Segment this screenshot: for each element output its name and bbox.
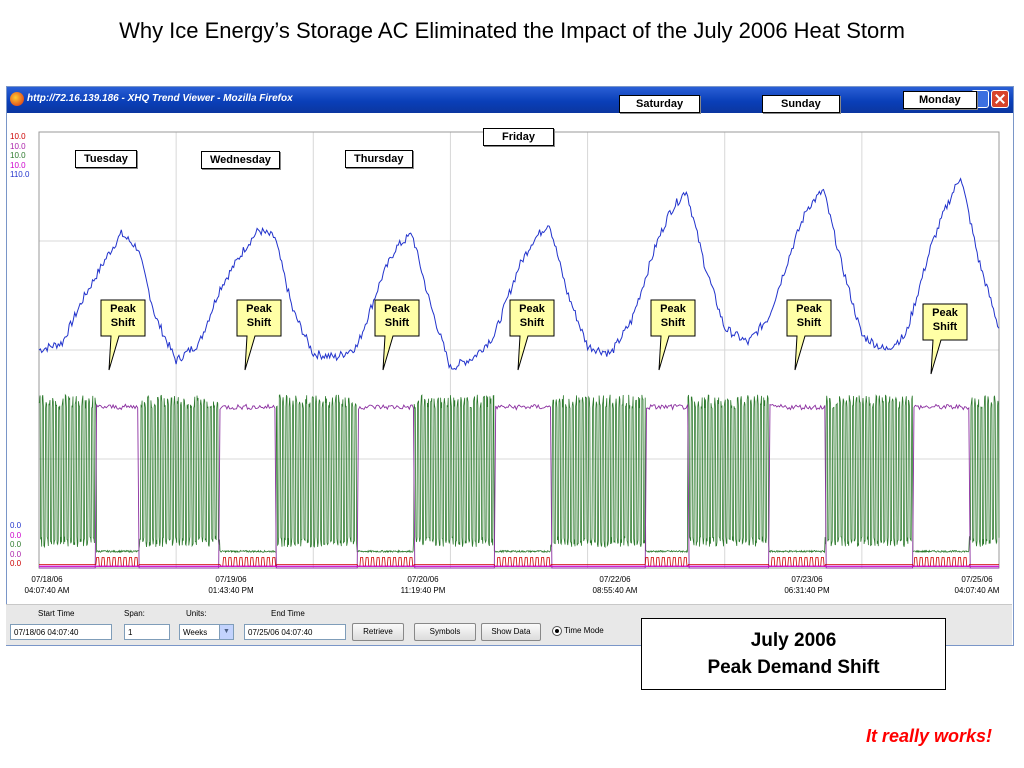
peak-shift-text: Peak Shift [110,303,136,329]
series-line-blue [38,177,1000,371]
slide-title: Why Ice Energy’s Storage AC Eliminated t… [119,18,905,43]
x-tick-label: 07/18/06 04:07:40 AM [24,575,70,595]
peak-shift-callout: Peak Shift [921,302,969,382]
retrieve-button[interactable]: Retrieve [352,623,404,641]
day-label-wednesday: Wednesday [201,151,280,169]
peak-shift-text: Peak Shift [660,303,686,329]
peak-shift-text: Peak Shift [932,307,958,333]
close-button[interactable] [991,90,1009,108]
show-data-button[interactable]: Show Data [481,623,541,641]
units-label: Units: [186,609,207,618]
window-title: http://72.16.139.186 - XHQ Trend Viewer … [27,93,293,104]
x-tick-label: 07/20/06 11:19:40 PM [400,575,446,595]
day-label-monday: Monday [903,91,977,109]
series-line-purple [39,403,999,569]
start-time-input[interactable]: 07/18/06 04:07:40 [10,624,112,640]
scale-label: 10.0 [10,141,26,151]
chart-grid [38,131,1000,569]
peak-shift-callout: Peak Shift [373,298,421,378]
units-value: Weeks [183,628,208,637]
scale-label: 0.0 [10,530,22,540]
scale-label: 110.0 [10,170,30,179]
trend-chart [38,131,1000,569]
chart-series [38,177,1000,569]
scale-label: 10.0 [10,160,26,170]
day-label-thursday: Thursday [345,150,413,168]
span-input[interactable]: 1 [124,624,170,640]
end-time-label: End Time [271,609,305,618]
units-select[interactable]: Weeks ▼ [179,624,234,640]
chevron-down-icon[interactable]: ▼ [219,625,233,639]
peak-shift-callout: Peak Shift [99,298,147,378]
peak-shift-text: Peak Shift [519,303,545,329]
peak-shift-callout: Peak Shift [649,298,697,378]
day-label-friday: Friday [483,128,555,146]
end-time-input[interactable]: 07/25/06 04:07:40 [244,624,346,640]
scale-label: 10.0 [10,132,26,141]
x-tick-label: 07/25/06 04:07:40 AM [954,575,1000,595]
summary-box: July 2006 Peak Demand Shift [641,618,946,690]
series-line-green [38,393,1000,554]
peak-shift-callout: Peak Shift [235,298,283,378]
start-time-label: Start Time [38,609,75,618]
scale-label: 0.0 [10,540,22,549]
x-tick-label: 07/23/06 06:31:40 PM [784,575,830,595]
scale-label: 10.0 [10,151,26,160]
peak-shift-callout: Peak Shift [785,298,833,378]
peak-shift-text: Peak Shift [246,303,272,329]
day-label-tuesday: Tuesday [75,150,137,168]
peak-shift-text: Peak Shift [796,303,822,329]
browser-window: http://72.16.139.186 - XHQ Trend Viewer … [6,86,1014,646]
scale-label: 0.0 [10,549,22,559]
day-label-saturday: Saturday [619,95,701,113]
day-label-sunday: Sunday [762,95,840,113]
window-titlebar: http://72.16.139.186 - XHQ Trend Viewer … [7,87,1013,113]
scale-label: 0.0 [10,521,22,530]
peak-shift-callout: Peak Shift [508,298,556,378]
series-line-red [39,557,999,567]
firefox-icon [10,92,24,106]
span-label: Span: [124,609,145,618]
summary-line-1: July 2006 [750,630,837,651]
x-tick-label: 07/19/06 01:43:40 PM [208,575,254,595]
time-mode-label: Time Mode [564,626,604,635]
summary-line-2: Peak Demand Shift [707,657,880,678]
scale-label: 0.0 [10,559,22,568]
time-mode-radio[interactable] [552,626,562,636]
symbols-button[interactable]: Symbols [414,623,476,641]
peak-shift-text: Peak Shift [384,303,410,329]
x-tick-label: 07/22/06 08:55:40 AM [592,575,638,595]
tagline: It really works! [865,726,992,746]
